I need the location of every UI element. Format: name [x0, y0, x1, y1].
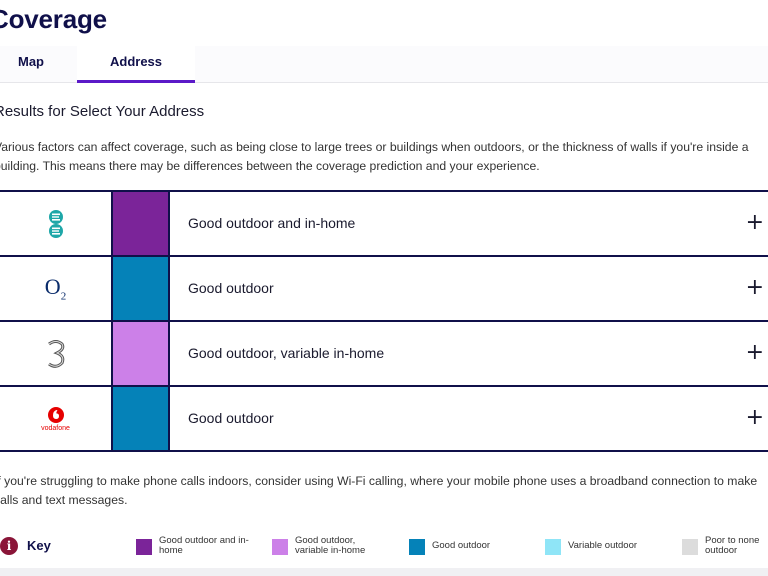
coverage-swatch: [113, 387, 170, 450]
o2-logo: O2: [45, 274, 66, 302]
key-label: Good outdoor: [432, 540, 491, 551]
coverage-swatch: [113, 257, 170, 320]
coverage-status: Good outdoor, variable in-home: [188, 345, 385, 361]
o2-logo-sub: 2: [60, 290, 67, 303]
three-logo-cell: [0, 322, 113, 385]
coverage-disclaimer: Various factors can affect coverage, suc…: [0, 140, 749, 173]
coverage-key: i Key Good outdoor and in-home Good outd…: [0, 536, 768, 560]
key-label: Poor to none outdoor: [705, 535, 760, 556]
network-row-o2[interactable]: O2 Good outdoor +: [0, 257, 768, 322]
key-swatch: [682, 539, 698, 555]
o2-logo-cell: O2: [0, 257, 113, 320]
expand-plus-icon[interactable]: +: [745, 275, 764, 300]
ee-logo: [48, 209, 63, 238]
tab-address[interactable]: Address: [77, 46, 195, 83]
expand-plus-icon[interactable]: +: [745, 340, 764, 365]
results-heading: Results for Select Your Address: [0, 103, 205, 120]
network-row-vodafone[interactable]: vodafone Good outdoor +: [0, 387, 768, 452]
coverage-swatch: [113, 192, 170, 255]
network-row-ee[interactable]: Good outdoor and in-home +: [0, 192, 768, 257]
vodafone-logo-text: vodafone: [41, 424, 70, 432]
key-swatch: [272, 539, 288, 555]
coverage-status: Good outdoor and in-home: [188, 215, 356, 231]
vodafone-logo: [47, 406, 64, 423]
key-label: Variable outdoor: [568, 540, 638, 551]
coverage-status: Good outdoor: [188, 280, 274, 296]
ee-logo-cell: [0, 192, 113, 255]
page-footer-strip: [0, 568, 768, 576]
three-logo: [47, 339, 64, 368]
tab-map[interactable]: Map: [18, 54, 44, 69]
o2-logo-letter: O: [44, 274, 61, 300]
key-swatch: [545, 539, 561, 555]
coverage-tabs: Map Address: [0, 46, 768, 83]
key-label: Good outdoor and in-home: [159, 535, 249, 556]
expand-plus-icon[interactable]: +: [745, 210, 764, 235]
key-label: Good outdoor, variable in-home: [295, 535, 366, 556]
coverage-swatch: [113, 322, 170, 385]
expand-plus-icon[interactable]: +: [745, 405, 764, 430]
coverage-status: Good outdoor: [188, 410, 274, 426]
key-title: Key: [27, 538, 51, 553]
page-title: Coverage: [0, 4, 107, 34]
key-swatch: [136, 539, 152, 555]
info-icon[interactable]: i: [0, 537, 18, 555]
network-row-three[interactable]: Good outdoor, variable in-home +: [0, 322, 768, 387]
coverage-table: Good outdoor and in-home + O2 Good outdo…: [0, 190, 768, 452]
vodafone-logo-cell: vodafone: [0, 387, 113, 450]
wifi-calling-note: If you're struggling to make phone calls…: [0, 474, 758, 507]
key-swatch: [409, 539, 425, 555]
